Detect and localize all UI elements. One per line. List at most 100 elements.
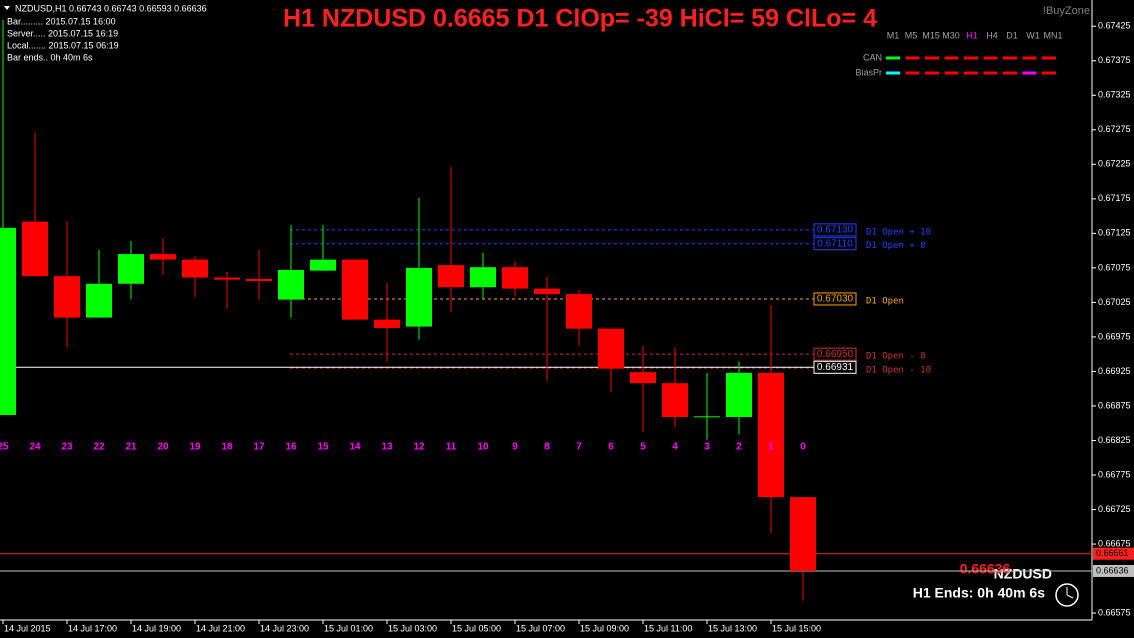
indicator-dash — [905, 71, 920, 75]
indicator-dash — [925, 56, 939, 60]
bar-number: 8 — [544, 442, 550, 453]
y-tick-label: 0.66875 — [1098, 400, 1131, 410]
y-tick-label: 0.66975 — [1098, 331, 1131, 341]
level-value: 0.67130 — [817, 225, 854, 236]
level-box — [813, 223, 857, 237]
y-tick-label: 0.67225 — [1098, 159, 1131, 169]
indicator-dash — [1042, 56, 1056, 60]
level-box — [813, 360, 857, 374]
y-tick-label: 0.67125 — [1098, 228, 1131, 238]
indicator-dash — [964, 71, 978, 75]
y-tick-label: 0.66675 — [1098, 538, 1131, 548]
timeframe: H4 — [986, 30, 998, 40]
bar-number: 6 — [608, 442, 614, 453]
indicator-dash — [983, 71, 998, 75]
level-box — [813, 347, 857, 361]
y-tick-label: 0.67275 — [1098, 124, 1131, 134]
bar-number: 14 — [349, 442, 361, 453]
y-tick-label: 0.67375 — [1098, 55, 1131, 65]
level-name: D1 Open + 10 — [866, 227, 931, 237]
x-tick-label: 14 Jul 19:00 — [132, 623, 181, 633]
bar-number: 19 — [189, 442, 201, 453]
x-tick-label: 15 Jul 09:00 — [580, 623, 629, 633]
candle-body — [662, 383, 688, 418]
indicator-dash — [905, 56, 920, 60]
timeframe: M5 — [905, 30, 918, 40]
candle-body — [758, 372, 784, 498]
y-tick-label: 0.67175 — [1098, 193, 1131, 203]
symbol-arrow — [4, 6, 10, 10]
bar-number: 0 — [800, 442, 806, 453]
footer-bar-end: H1 Ends: 0h 40m 6s — [913, 585, 1045, 601]
bar-number: 9 — [512, 442, 518, 453]
brand: !BuyZone — [1043, 5, 1090, 17]
y-tick-label: 0.66725 — [1098, 504, 1131, 514]
info-line: Server..... 2015.07.15 16:19 — [7, 28, 118, 38]
candle-body — [54, 276, 80, 318]
x-tick-label: 14 Jul 21:00 — [196, 623, 245, 633]
candle-body — [310, 259, 336, 271]
y-tick-label: 0.67025 — [1098, 297, 1131, 307]
level-name: D1 Open + 8 — [866, 241, 926, 251]
x-tick-label: 15 Jul 13:00 — [708, 623, 757, 633]
bar-number: 10 — [477, 442, 489, 453]
indicator-name: BiasPr — [855, 67, 882, 77]
candle-body — [374, 319, 400, 328]
level-name: D1 Open — [866, 296, 904, 306]
indicator-dash — [1022, 71, 1037, 75]
indicator-dash — [1003, 71, 1017, 75]
info-line: Bar ends.. 0h 40m 6s — [7, 52, 93, 62]
candle-body — [182, 259, 208, 278]
footer-symbol: NZDUSD — [994, 566, 1052, 582]
x-tick-label: 15 Jul 15:00 — [772, 623, 821, 633]
candle-body — [118, 254, 144, 284]
y-tick-label: 0.66575 — [1098, 607, 1131, 617]
bar-number: 24 — [29, 442, 41, 453]
y-tick-label: 0.66775 — [1098, 469, 1131, 479]
level-value: 0.66950 — [817, 349, 854, 360]
x-tick-label: 15 Jul 01:00 — [324, 623, 373, 633]
candle-body — [726, 372, 752, 418]
level-name: D1 Open - 8 — [866, 352, 926, 362]
bar-number: 3 — [704, 442, 710, 453]
y-tick-label: 0.67425 — [1098, 21, 1131, 31]
bar-number: 17 — [253, 442, 265, 453]
bar-number: 18 — [221, 442, 233, 453]
timeframe: W1 — [1026, 30, 1040, 40]
y-tick-label: 0.66925 — [1098, 366, 1131, 376]
timeframe: M15 — [922, 30, 940, 40]
price-tag-label: 0.66636 — [1096, 565, 1129, 575]
info-line: Bar......... 2015.07.15 16:00 — [7, 16, 116, 26]
indicator-dash — [983, 56, 998, 60]
x-tick-label: 15 Jul 11:00 — [644, 623, 692, 633]
footer-price: 0.66636 — [960, 561, 1011, 577]
y-tick-label: 0.66825 — [1098, 435, 1131, 445]
price-tag — [1093, 564, 1134, 577]
level-value: 0.67110 — [817, 238, 853, 249]
indicator-dash — [944, 71, 959, 75]
candle-body — [214, 277, 240, 280]
chart-title: H1 NZDUSD 0.6665 D1 ClOp= -39 HiCl= 59 C… — [283, 5, 877, 33]
candle-body — [790, 497, 816, 571]
bar-number: 11 — [446, 442, 457, 453]
candle-body — [470, 267, 496, 288]
bar-number: 20 — [157, 442, 169, 453]
clock-icon — [1055, 583, 1079, 607]
candle-body — [630, 372, 656, 384]
candle-body — [246, 278, 272, 282]
bar-number: 4 — [672, 442, 678, 453]
level-value: 0.66931 — [817, 362, 854, 373]
level-box — [813, 292, 857, 306]
level-value: 0.67030 — [817, 294, 854, 305]
price-tag-label: 0.66661 — [1096, 548, 1129, 558]
candle-body — [534, 288, 560, 295]
candle-body — [342, 259, 368, 320]
level-box — [813, 237, 857, 251]
timeframe: MN1 — [1043, 30, 1062, 40]
x-tick-label: 15 Jul 07:00 — [516, 623, 565, 633]
indicator-dash — [944, 56, 959, 60]
bar-number: 21 — [125, 442, 137, 453]
x-tick-label: 14 Jul 2015 — [4, 623, 51, 633]
